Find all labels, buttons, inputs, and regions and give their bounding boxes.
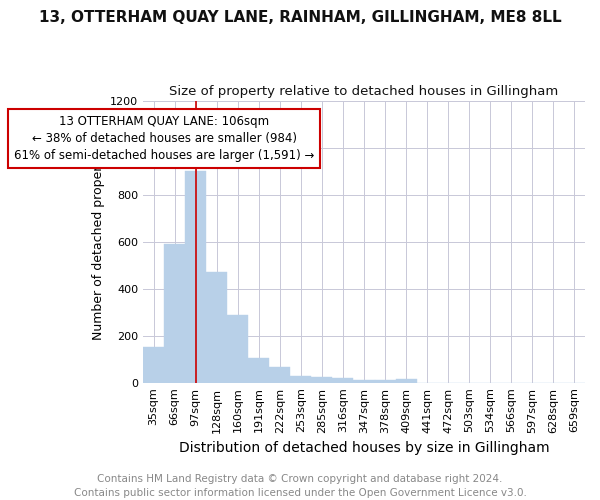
Bar <box>227 314 248 382</box>
Bar <box>248 358 269 382</box>
Bar <box>143 348 164 382</box>
Bar <box>290 376 311 382</box>
X-axis label: Distribution of detached houses by size in Gillingham: Distribution of detached houses by size … <box>179 441 550 455</box>
Bar <box>311 377 332 382</box>
Bar <box>374 380 395 382</box>
Bar <box>395 379 416 382</box>
Bar <box>269 368 290 382</box>
Bar <box>353 380 374 382</box>
Bar <box>185 171 206 382</box>
Text: Contains HM Land Registry data © Crown copyright and database right 2024.
Contai: Contains HM Land Registry data © Crown c… <box>74 474 526 498</box>
Text: 13, OTTERHAM QUAY LANE, RAINHAM, GILLINGHAM, ME8 8LL: 13, OTTERHAM QUAY LANE, RAINHAM, GILLING… <box>38 10 562 25</box>
Bar <box>206 272 227 382</box>
Bar <box>332 378 353 382</box>
Bar <box>164 244 185 382</box>
Text: 13 OTTERHAM QUAY LANE: 106sqm
← 38% of detached houses are smaller (984)
61% of : 13 OTTERHAM QUAY LANE: 106sqm ← 38% of d… <box>14 114 314 162</box>
Y-axis label: Number of detached properties: Number of detached properties <box>92 143 104 340</box>
Title: Size of property relative to detached houses in Gillingham: Size of property relative to detached ho… <box>169 85 559 98</box>
